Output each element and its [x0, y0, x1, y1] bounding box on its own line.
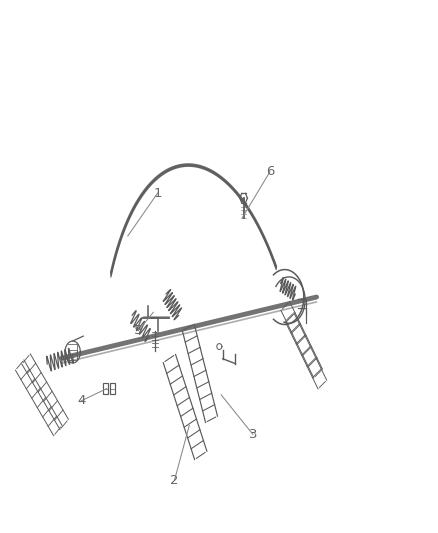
Text: 1: 1 — [153, 187, 162, 200]
Bar — [103, 383, 108, 394]
Text: 2: 2 — [170, 474, 179, 487]
Bar — [110, 383, 115, 394]
Text: 6: 6 — [266, 165, 274, 179]
Text: 3: 3 — [249, 428, 257, 441]
Text: 5: 5 — [134, 324, 143, 337]
Text: 4: 4 — [77, 394, 85, 407]
